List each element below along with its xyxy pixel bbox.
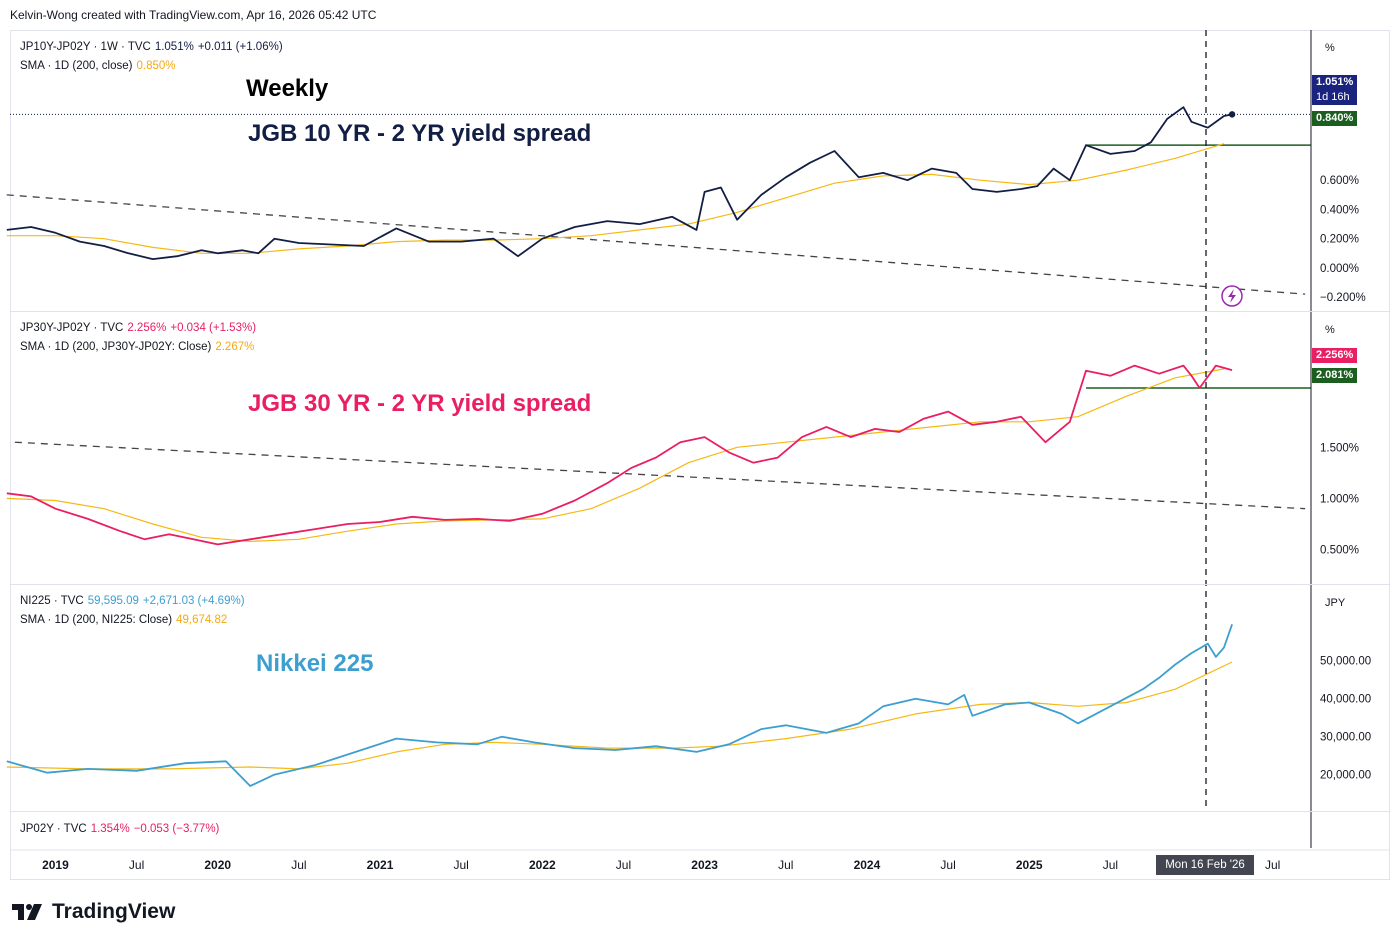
x-tick-6: 2022 — [529, 858, 556, 872]
pane3-y-tick-3: 20,000.00 — [1320, 770, 1371, 782]
pane3-title: Nikkei 225 — [256, 650, 374, 677]
x-tick-11: Jul — [940, 858, 955, 872]
pane1-symbol: JP10Y-JP02Y · 1W · TVC — [20, 41, 151, 53]
pane2-symbol: JP30Y-JP02Y · TVC — [20, 322, 124, 334]
pane1-price-value: 1.051% — [1316, 76, 1354, 88]
pane1-price-tag: 1.051% 1d 16h — [1312, 75, 1358, 105]
pane4-change: −0.053 (−3.77%) — [133, 823, 220, 835]
x-tick-9: Jul — [778, 858, 793, 872]
pane2-price-tag: 2.256% — [1312, 348, 1358, 363]
pane3-y-tick-1: 40,000.00 — [1320, 694, 1371, 706]
x-tick-5: Jul — [454, 858, 469, 872]
pane2-trendline[interactable] — [14, 441, 1306, 510]
pane2-sma-label: SMA · 1D (200, JP30Y-JP02Y: Close) — [20, 341, 212, 353]
pane1-trendline[interactable] — [6, 194, 1306, 295]
pane4-value: 1.354% — [90, 823, 130, 835]
tradingview-logo-icon — [12, 904, 42, 920]
x-tick-15: Jul — [1265, 858, 1280, 872]
pane3-change: +2,671.03 (+4.69%) — [142, 595, 245, 607]
x-tick-3: Jul — [291, 858, 306, 872]
x-tick-10: 2024 — [854, 858, 881, 872]
pane2-series-main[interactable] — [6, 364, 1233, 546]
pane3-sma-value: 49,674.82 — [176, 614, 228, 626]
pane2-y-tick-1: 1.000% — [1320, 493, 1359, 505]
x-tick-7: Jul — [616, 858, 631, 872]
pane1-last-point — [1228, 111, 1236, 118]
tradingview-logo[interactable]: TradingView — [12, 900, 175, 924]
pane1-value: 1.051% — [154, 41, 194, 53]
pane3-unit[interactable]: JPY — [1325, 597, 1346, 609]
chart-header: Kelvin-Wong created with TradingView.com… — [10, 8, 377, 22]
tradingview-logo-text: TradingView — [52, 900, 176, 923]
pane2-title: JGB 30 YR - 2 YR yield spread — [248, 390, 592, 417]
pane3-symbol: NI225 · TVC — [20, 595, 84, 607]
x-tick-1: Jul — [129, 858, 144, 872]
pane4-symbol: JP02Y · TVC — [20, 823, 87, 835]
pane1-y-tick-1: 0.400% — [1320, 204, 1359, 216]
pane4-legend[interactable]: JP02Y · TVC 1.354% −0.053 (−3.77%) — [20, 820, 223, 839]
pane2-separator[interactable] — [10, 584, 1390, 585]
pane1-legend[interactable]: JP10Y-JP02Y · 1W · TVC 1.051% +0.011 (+1.0… — [20, 38, 287, 76]
pane1-y-tick-2: 0.200% — [1320, 234, 1359, 246]
pane3-plot — [6, 624, 1233, 787]
pane3-separator[interactable] — [10, 811, 1390, 812]
pane2-change: +0.034 (+1.53%) — [170, 322, 257, 334]
x-tick-0: 2019 — [42, 858, 69, 872]
pane2-plot — [6, 364, 1311, 546]
pane3-y-tick-0: 50,000.00 — [1320, 656, 1371, 668]
pane1-y-tick-4: −0.200% — [1320, 292, 1366, 304]
chart-frame — [10, 30, 1390, 880]
pane1-series-sma[interactable] — [6, 143, 1225, 254]
pane1-series-main[interactable] — [6, 106, 1233, 261]
x-tick-13: Jul — [1103, 858, 1118, 872]
pane2-unit[interactable]: % — [1325, 324, 1335, 336]
x-tick-12: 2025 — [1016, 858, 1043, 872]
pane1-plot — [6, 106, 1311, 295]
pane1-support-tag: 0.840% — [1312, 111, 1358, 126]
pane3-value: 59,595.09 — [87, 595, 139, 607]
pane1-sma-label: SMA · 1D (200, close) — [20, 60, 133, 72]
price-axes: 0.600% 0.400% 0.200% 0.000% −0.200% 1.500% 1.0… — [1310, 30, 1371, 848]
pane3-sma-label: SMA · 1D (200, NI225: Close) — [20, 614, 173, 626]
pane2-y-tick-0: 1.500% — [1320, 442, 1359, 454]
pane1-title: JGB 10 YR - 2 YR yield spread — [248, 120, 592, 147]
pane1-unit[interactable]: % — [1325, 42, 1335, 54]
x-tick-4: 2021 — [367, 858, 394, 872]
pane3-series-main[interactable] — [6, 624, 1233, 787]
pane3-y-tick-2: 30,000.00 — [1320, 732, 1371, 744]
crosshair-date-label: Mon 16 Feb '26 — [1156, 855, 1254, 875]
pane1-sma-value: 0.850% — [136, 60, 176, 72]
pane2-y-tick-2: 0.500% — [1320, 545, 1359, 557]
pane1-y-tick-3: 0.000% — [1320, 263, 1359, 275]
pane1-countdown: 1d 16h — [1316, 91, 1350, 103]
pane2-legend[interactable]: JP30Y-JP02Y · TVC 2.256% +0.034 (+1.53%) S… — [20, 319, 260, 357]
pane3-legend[interactable]: NI225 · TVC 59,595.09 +2,671.03 (+4.69%) S… — [20, 592, 249, 630]
pane1-separator[interactable] — [10, 311, 1390, 312]
lightning-icon[interactable] — [1221, 285, 1243, 307]
pane2-value: 2.256% — [127, 322, 167, 334]
pane2-series-sma[interactable] — [6, 368, 1225, 543]
pane3-series-sma[interactable] — [6, 661, 1233, 770]
pane2-sma-value: 2.267% — [215, 341, 255, 353]
time-axis: 2019 Jul 2020 Jul 2021 Jul 2022 Jul 2023 Jul 2024 J… — [10, 849, 1390, 872]
x-tick-2: 2020 — [204, 858, 231, 872]
pane2-support-tag: 2.081% — [1312, 368, 1358, 383]
x-tick-8: 2023 — [691, 858, 718, 872]
pane1-y-tick-0: 0.600% — [1320, 175, 1359, 187]
pane1-weekly-label: Weekly — [246, 75, 329, 102]
pane1-change: +0.011 (+1.06%) — [197, 41, 283, 53]
